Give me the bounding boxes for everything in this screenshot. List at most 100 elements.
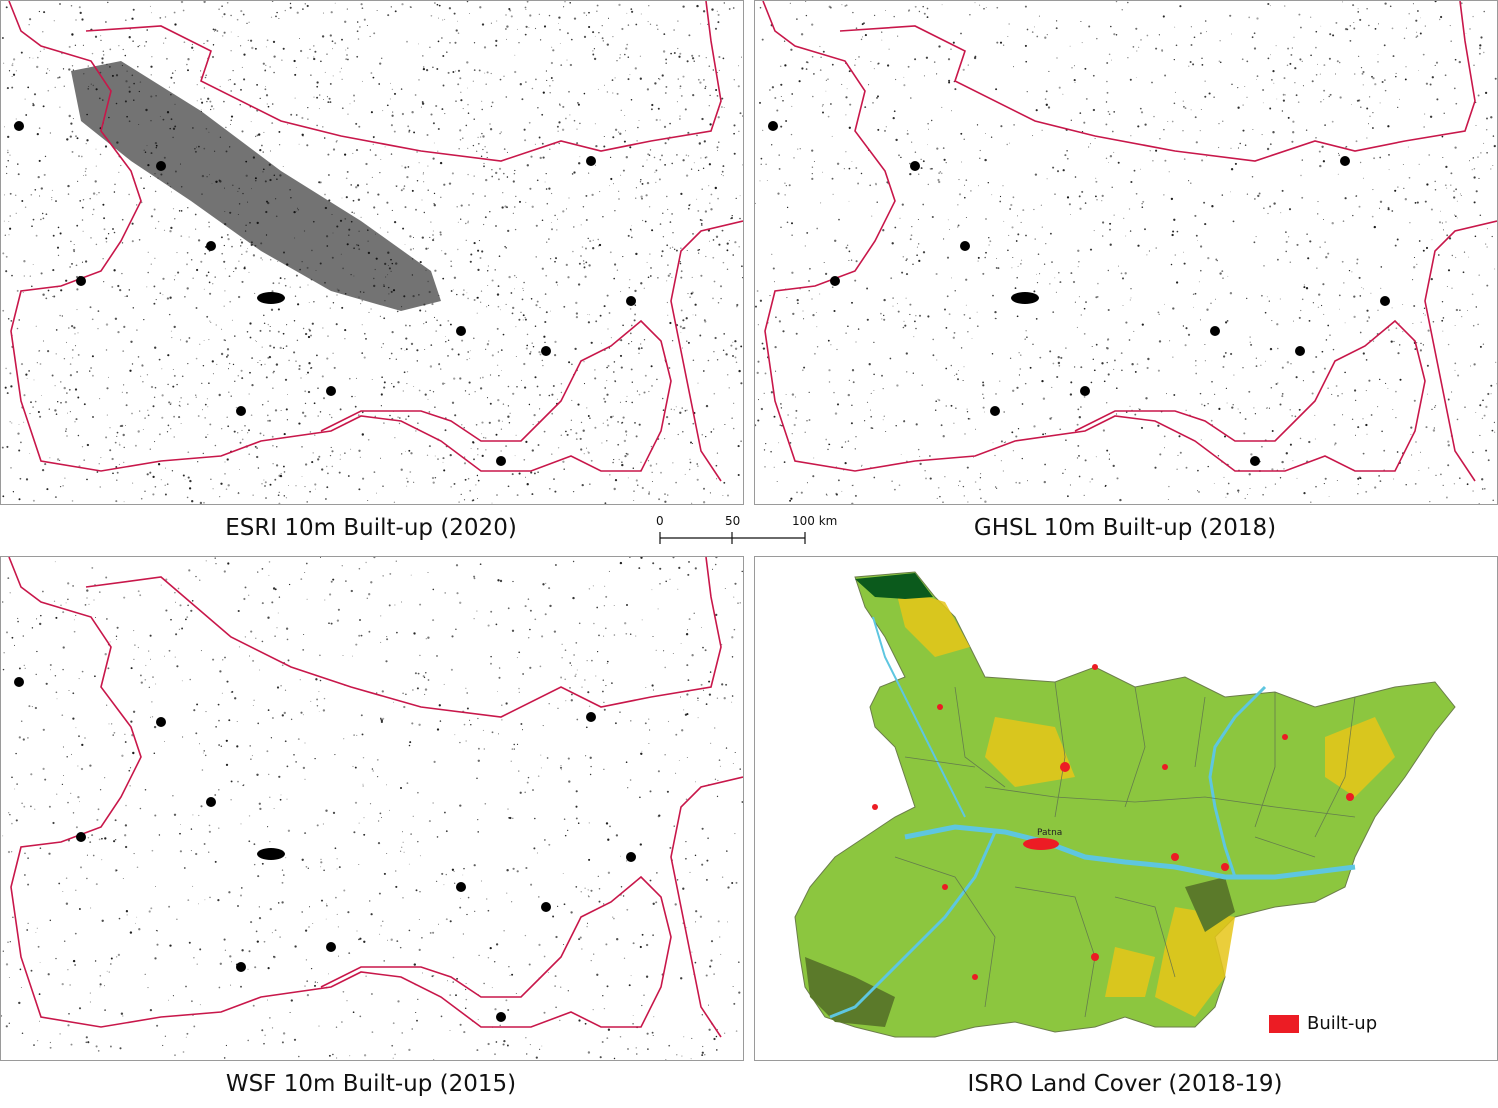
builtup-speck bbox=[259, 360, 261, 361]
builtup-speck bbox=[44, 155, 47, 158]
builtup-speck bbox=[339, 454, 341, 456]
builtup-speck bbox=[219, 496, 221, 498]
builtup-speck bbox=[1451, 254, 1454, 257]
builtup-speck bbox=[1295, 376, 1298, 379]
builtup-speck bbox=[470, 724, 472, 726]
builtup-speck bbox=[1138, 408, 1140, 410]
builtup-speck bbox=[1277, 382, 1279, 384]
builtup-speck bbox=[244, 636, 247, 638]
builtup-speck bbox=[486, 151, 488, 154]
builtup-speck bbox=[1334, 444, 1336, 446]
builtup-speck bbox=[314, 483, 317, 486]
builtup-speck bbox=[228, 275, 231, 278]
builtup-speck bbox=[275, 464, 279, 467]
builtup-speck bbox=[200, 98, 202, 100]
builtup-speck bbox=[732, 986, 734, 988]
builtup-speck bbox=[811, 166, 814, 169]
builtup-speck bbox=[984, 158, 987, 162]
builtup-speck bbox=[268, 773, 270, 776]
builtup-speck bbox=[1172, 356, 1174, 358]
builtup-speck bbox=[531, 342, 533, 344]
builtup-speck bbox=[29, 18, 32, 21]
builtup-speck bbox=[931, 215, 934, 219]
builtup-speck bbox=[265, 86, 266, 87]
builtup-speck bbox=[578, 938, 581, 941]
builtup-speck bbox=[985, 251, 987, 254]
builtup-speck bbox=[78, 155, 80, 158]
builtup-speck bbox=[1095, 296, 1098, 299]
builtup-speck bbox=[662, 409, 665, 411]
builtup-speck bbox=[962, 485, 965, 488]
builtup-speck bbox=[627, 56, 630, 58]
builtup-speck bbox=[845, 151, 847, 153]
builtup-speck bbox=[1089, 481, 1091, 483]
builtup-speck bbox=[149, 471, 152, 474]
builtup-speck bbox=[528, 403, 531, 406]
builtup-speck bbox=[63, 774, 64, 776]
builtup-speck bbox=[1035, 109, 1038, 112]
builtup-speck bbox=[1392, 408, 1394, 410]
builtup-speck bbox=[383, 317, 386, 320]
builtup-speck bbox=[1315, 356, 1318, 358]
builtup-speck bbox=[306, 144, 309, 147]
builtup-speck bbox=[613, 634, 616, 636]
builtup-speck bbox=[549, 310, 551, 312]
builtup-speck bbox=[915, 423, 918, 426]
builtup-speck bbox=[325, 465, 328, 468]
builtup-speck bbox=[380, 158, 382, 160]
builtup-speck bbox=[28, 24, 30, 26]
builtup-speck bbox=[256, 134, 259, 137]
builtup-speck bbox=[793, 423, 796, 427]
builtup-speck bbox=[131, 222, 134, 225]
builtup-speck bbox=[1310, 54, 1312, 57]
builtup-speck bbox=[618, 131, 620, 133]
builtup-speck bbox=[77, 765, 79, 767]
builtup-speck bbox=[731, 656, 734, 658]
builtup-speck bbox=[918, 314, 922, 317]
builtup-speck bbox=[592, 247, 595, 250]
builtup-speck bbox=[442, 277, 445, 280]
builtup-speck bbox=[1415, 441, 1417, 443]
builtup-speck bbox=[165, 57, 168, 60]
builtup-speck bbox=[463, 462, 467, 465]
builtup-speck bbox=[845, 332, 847, 334]
builtup-speck bbox=[1200, 109, 1202, 110]
builtup-speck bbox=[1078, 475, 1081, 478]
builtup-speck bbox=[38, 10, 41, 13]
builtup-speck bbox=[804, 245, 806, 247]
builtup-speck bbox=[717, 197, 719, 200]
builtup-speck bbox=[278, 491, 280, 493]
builtup-speck bbox=[701, 219, 703, 222]
builtup-speck bbox=[926, 144, 928, 146]
builtup-speck bbox=[307, 390, 311, 394]
builtup-speck bbox=[525, 201, 527, 203]
builtup-speck bbox=[2, 62, 5, 64]
builtup-speck bbox=[122, 433, 125, 437]
builtup-speck bbox=[320, 861, 323, 864]
builtup-speck bbox=[1104, 485, 1107, 487]
builtup-speck bbox=[883, 318, 886, 321]
builtup-speck bbox=[240, 241, 244, 244]
builtup-speck bbox=[1113, 368, 1115, 370]
builtup-speck bbox=[277, 494, 280, 497]
builtup-speck bbox=[936, 147, 939, 150]
builtup-speck bbox=[352, 655, 353, 657]
builtup-speck bbox=[389, 357, 391, 360]
builtup-speck bbox=[1113, 359, 1116, 362]
builtup-speck bbox=[124, 295, 126, 297]
builtup-speck bbox=[982, 393, 984, 396]
builtup-speck bbox=[578, 1019, 581, 1022]
builtup-speck bbox=[1288, 208, 1292, 211]
builtup-speck bbox=[473, 577, 476, 580]
builtup-speck bbox=[1120, 272, 1123, 275]
builtup-speck bbox=[595, 144, 598, 148]
builtup-speck bbox=[675, 481, 677, 484]
builtup-speck bbox=[171, 72, 174, 74]
builtup-speck bbox=[545, 274, 548, 277]
builtup-speck bbox=[1315, 46, 1317, 49]
builtup-speck bbox=[1454, 256, 1457, 259]
builtup-speck bbox=[1279, 403, 1282, 406]
builtup-speck bbox=[598, 888, 601, 890]
builtup-speck bbox=[491, 731, 494, 734]
builtup-speck bbox=[881, 374, 883, 377]
